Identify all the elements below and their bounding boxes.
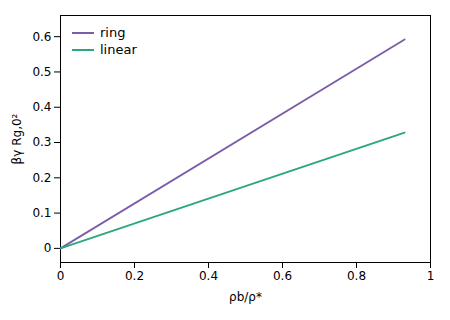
- svg-text:1: 1: [427, 269, 435, 283]
- svg-text:0.1: 0.1: [32, 206, 51, 220]
- svg-text:0.5: 0.5: [32, 65, 51, 79]
- svg-text:0.6: 0.6: [32, 30, 51, 44]
- svg-text:0.8: 0.8: [347, 269, 366, 283]
- svg-text:0.2: 0.2: [125, 269, 144, 283]
- svg-text:0.3: 0.3: [32, 135, 51, 149]
- html-text:linear: linear: [100, 42, 137, 57]
- svg-text:0.6: 0.6: [273, 269, 292, 283]
- html-text:ring: ring: [100, 25, 126, 40]
- svg-text:ρb/ρ*: ρb/ρ*: [229, 290, 262, 304]
- svg-text:0.4: 0.4: [32, 100, 51, 114]
- svg-text:0.4: 0.4: [199, 269, 218, 283]
- svg-text:0: 0: [44, 241, 52, 255]
- svg-text:0.2: 0.2: [32, 171, 51, 185]
- svg-text:βγ Rg,0²: βγ Rg,0²: [10, 113, 24, 164]
- svg-text:0: 0: [57, 269, 65, 283]
